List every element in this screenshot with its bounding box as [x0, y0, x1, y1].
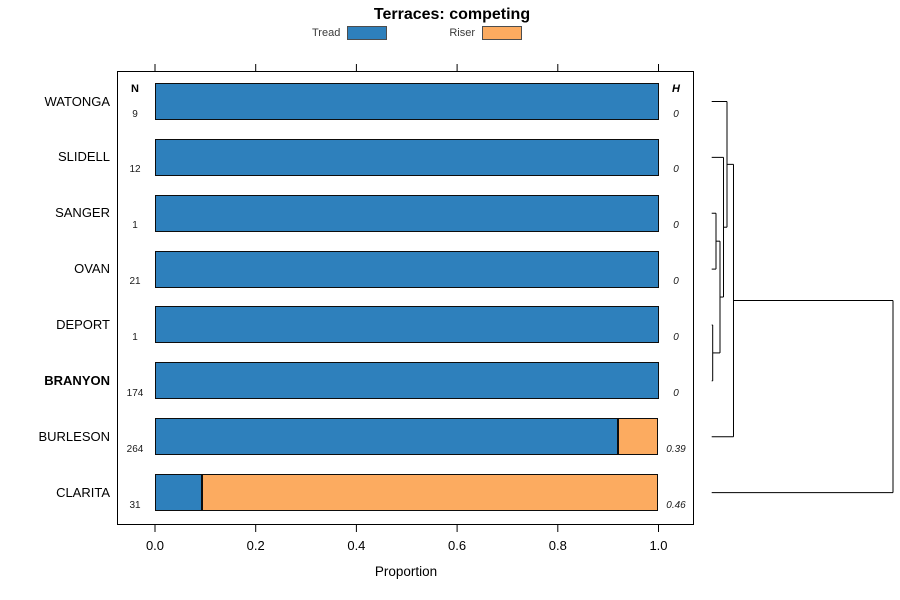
row-label-ovan: OVAN [74, 261, 110, 277]
chart-title: Terraces: competing [373, 6, 531, 23]
h-value-deport: 0 [673, 331, 679, 343]
n-value-branyon: 174 [126, 387, 144, 399]
legend: Tread Riser [312, 26, 522, 40]
h-column-header: H [672, 83, 680, 95]
row-label-slidell: SLIDELL [57, 149, 110, 165]
bar-segment-tread-burleson [155, 418, 619, 456]
bar-segment-tread-ovan [155, 250, 659, 288]
n-value-clarita: 31 [129, 499, 141, 511]
bar-segment-tread-branyon [155, 362, 659, 400]
row-label-burleson: BURLESON [38, 428, 110, 444]
h-value-ovan: 0 [673, 276, 679, 288]
n-column-header: N [131, 83, 139, 95]
x-tick-label-0.4: 0.4 [347, 538, 366, 553]
n-value-ovan: 21 [129, 276, 141, 288]
bar-segment-tread-watonga [155, 83, 659, 120]
bar-segment-tread-deport [155, 306, 659, 344]
h-value-clarita: 0.46 [666, 499, 686, 511]
row-label-deport: DEPORT [56, 316, 110, 332]
legend-swatch-riser [482, 26, 522, 40]
legend-swatch-tread [347, 26, 388, 40]
x-tick-label-1.0: 1.0 [649, 538, 668, 553]
bar-segment-riser-clarita [201, 474, 659, 512]
bar-segment-tread-sanger [155, 194, 659, 232]
row-label-watonga: WATONGA [44, 93, 110, 109]
h-value-burleson: 0.39 [666, 443, 686, 455]
legend-item-tread: Tread [312, 26, 388, 40]
h-value-watonga: 0 [673, 108, 679, 120]
legend-item-riser: Riser [449, 26, 522, 40]
h-value-branyon: 0 [673, 387, 679, 399]
n-value-burleson: 264 [126, 443, 144, 455]
bar-segment-tread-slidell [155, 138, 659, 176]
x-tick-label-0.0: 0.0 [145, 538, 165, 553]
row-label-branyon: BRANYON [44, 372, 110, 388]
bar-segment-riser-burleson [618, 418, 659, 456]
x-tick-label-0.6: 0.6 [448, 538, 467, 553]
n-value-slidell: 12 [129, 164, 141, 176]
legend-label: Tread [312, 27, 341, 39]
row-label-clarita: CLARITA [56, 484, 110, 500]
h-value-sanger: 0 [673, 220, 679, 232]
x-tick-label-0.2: 0.2 [246, 538, 265, 553]
x-tick-label-0.8: 0.8 [548, 538, 567, 553]
n-value-sanger: 1 [132, 220, 138, 232]
n-value-watonga: 9 [132, 108, 138, 120]
h-value-slidell: 0 [673, 164, 679, 176]
n-value-deport: 1 [132, 331, 138, 343]
bar-segment-tread-clarita [155, 474, 202, 512]
row-label-sanger: SANGER [55, 205, 110, 221]
legend-label: Riser [449, 27, 475, 39]
x-axis-label: Proportion [374, 564, 438, 579]
